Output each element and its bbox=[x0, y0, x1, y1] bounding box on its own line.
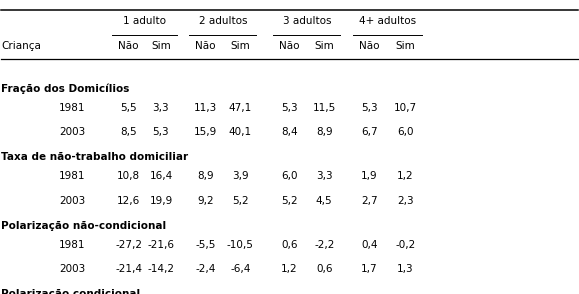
Text: 10,8: 10,8 bbox=[117, 171, 140, 181]
Text: 16,4: 16,4 bbox=[149, 171, 173, 181]
Text: -6,4: -6,4 bbox=[230, 264, 251, 274]
Text: 5,2: 5,2 bbox=[232, 196, 248, 206]
Text: 2,3: 2,3 bbox=[397, 196, 413, 206]
Text: 2,7: 2,7 bbox=[361, 196, 378, 206]
Text: 1,3: 1,3 bbox=[397, 264, 413, 274]
Text: -14,2: -14,2 bbox=[148, 264, 174, 274]
Text: 5,3: 5,3 bbox=[153, 127, 169, 137]
Text: 0,6: 0,6 bbox=[281, 240, 298, 250]
Text: 0,6: 0,6 bbox=[316, 264, 332, 274]
Text: 8,4: 8,4 bbox=[281, 127, 298, 137]
Text: 40,1: 40,1 bbox=[229, 127, 252, 137]
Text: Sim: Sim bbox=[314, 41, 334, 51]
Text: -5,5: -5,5 bbox=[195, 240, 216, 250]
Text: 1,2: 1,2 bbox=[281, 264, 298, 274]
Text: 8,5: 8,5 bbox=[120, 127, 137, 137]
Text: 5,5: 5,5 bbox=[120, 103, 137, 113]
Text: 11,5: 11,5 bbox=[313, 103, 336, 113]
Text: Fração dos Domicílios: Fração dos Domicílios bbox=[1, 84, 130, 94]
Text: Polarização condicional: Polarização condicional bbox=[1, 289, 140, 294]
Text: 1 adulto: 1 adulto bbox=[123, 16, 166, 26]
Text: Polarização não-condicional: Polarização não-condicional bbox=[1, 221, 166, 231]
Text: 6,7: 6,7 bbox=[361, 127, 378, 137]
Text: Não: Não bbox=[195, 41, 216, 51]
Text: Sim: Sim bbox=[395, 41, 415, 51]
Text: Sim: Sim bbox=[230, 41, 250, 51]
Text: 47,1: 47,1 bbox=[229, 103, 252, 113]
Text: 2003: 2003 bbox=[60, 127, 86, 137]
Text: Taxa de não-trabalho domiciliar: Taxa de não-trabalho domiciliar bbox=[1, 152, 188, 162]
Text: 1981: 1981 bbox=[59, 171, 86, 181]
Text: 0,4: 0,4 bbox=[361, 240, 378, 250]
Text: 3,9: 3,9 bbox=[232, 171, 248, 181]
Text: -21,6: -21,6 bbox=[148, 240, 174, 250]
Text: 5,3: 5,3 bbox=[361, 103, 378, 113]
Text: 3,3: 3,3 bbox=[153, 103, 169, 113]
Text: -0,2: -0,2 bbox=[395, 240, 415, 250]
Text: 4,5: 4,5 bbox=[316, 196, 332, 206]
Text: 6,0: 6,0 bbox=[397, 127, 413, 137]
Text: 12,6: 12,6 bbox=[117, 196, 140, 206]
Text: 2 adultos: 2 adultos bbox=[199, 16, 247, 26]
Text: 5,3: 5,3 bbox=[281, 103, 298, 113]
Text: 2003: 2003 bbox=[60, 264, 86, 274]
Text: Criança: Criança bbox=[1, 41, 41, 51]
Text: 5,2: 5,2 bbox=[281, 196, 298, 206]
Text: 11,3: 11,3 bbox=[194, 103, 217, 113]
Text: Não: Não bbox=[359, 41, 380, 51]
Text: 10,7: 10,7 bbox=[394, 103, 417, 113]
Text: 1981: 1981 bbox=[59, 240, 86, 250]
Text: 1,2: 1,2 bbox=[397, 171, 413, 181]
Text: 19,9: 19,9 bbox=[149, 196, 173, 206]
Text: -2,2: -2,2 bbox=[314, 240, 335, 250]
Text: 1,9: 1,9 bbox=[361, 171, 378, 181]
Text: 3,3: 3,3 bbox=[316, 171, 332, 181]
Text: 1981: 1981 bbox=[59, 103, 86, 113]
Text: 2003: 2003 bbox=[60, 196, 86, 206]
Text: -21,4: -21,4 bbox=[115, 264, 142, 274]
Text: Sim: Sim bbox=[151, 41, 171, 51]
Text: Não: Não bbox=[279, 41, 300, 51]
Text: 8,9: 8,9 bbox=[316, 127, 332, 137]
Text: -10,5: -10,5 bbox=[227, 240, 254, 250]
Text: 9,2: 9,2 bbox=[197, 196, 214, 206]
Text: Não: Não bbox=[118, 41, 139, 51]
Text: -2,4: -2,4 bbox=[195, 264, 216, 274]
Text: 8,9: 8,9 bbox=[197, 171, 214, 181]
Text: -27,2: -27,2 bbox=[115, 240, 142, 250]
Text: 3 adultos: 3 adultos bbox=[283, 16, 331, 26]
Text: 1,7: 1,7 bbox=[361, 264, 378, 274]
Text: 15,9: 15,9 bbox=[194, 127, 217, 137]
Text: 6,0: 6,0 bbox=[281, 171, 298, 181]
Text: 4+ adultos: 4+ adultos bbox=[359, 16, 416, 26]
